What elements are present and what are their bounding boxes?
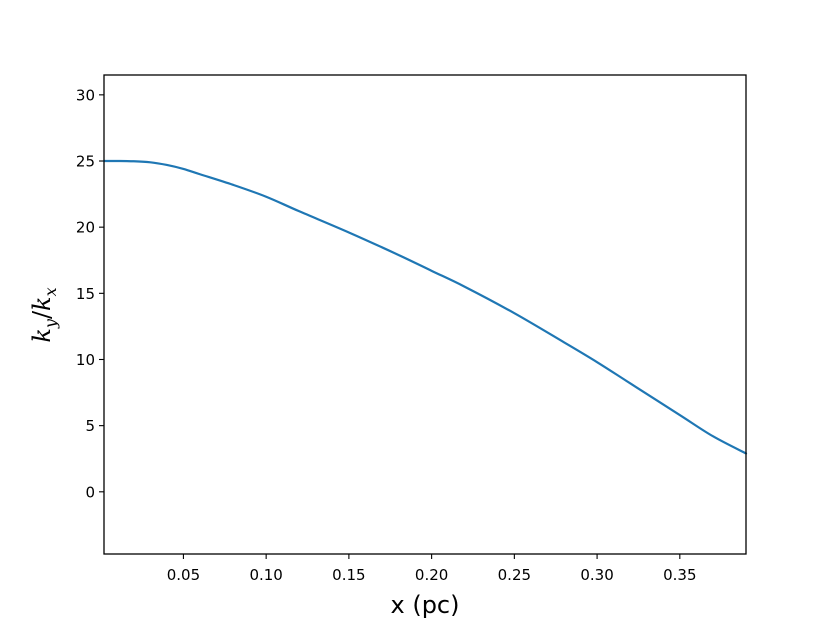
y-label-slash: / [28,310,56,319]
y-tick-label: 10 [76,351,95,369]
y-label-k-numerator: k [28,328,56,343]
x-tick-label: 0.10 [249,566,282,584]
y-tick-label: 25 [76,153,95,171]
y-tick-label: 5 [85,417,95,435]
plot-frame [103,74,747,555]
x-tick-label: 0.20 [415,566,448,584]
x-tick-label: 0.25 [498,566,531,584]
x-tick-label: 0.35 [663,566,696,584]
x-tick-label: 0.15 [332,566,365,584]
plot-area [104,75,746,554]
y-tick-label: 30 [76,86,95,104]
x-axis-ticks: 0.05 0.10 0.15 0.20 0.25 0.30 0.35 [167,554,697,584]
y-tick-label: 0 [85,483,95,501]
y-label-k-denominator: k [28,296,56,311]
series-line [102,159,748,455]
x-axis-label: x (pc) [391,591,460,619]
y-label-sub-x: x [41,287,60,296]
y-tick-label: 20 [76,219,95,237]
y-axis-ticks: 0 5 10 15 20 25 30 [76,86,104,501]
x-tick-label: 0.30 [580,566,613,584]
y-axis-label: ky/kx [28,287,60,342]
y-tick-label: 15 [76,285,95,303]
x-tick-label: 0.05 [167,566,200,584]
y-label-sub-y: y [41,318,60,329]
